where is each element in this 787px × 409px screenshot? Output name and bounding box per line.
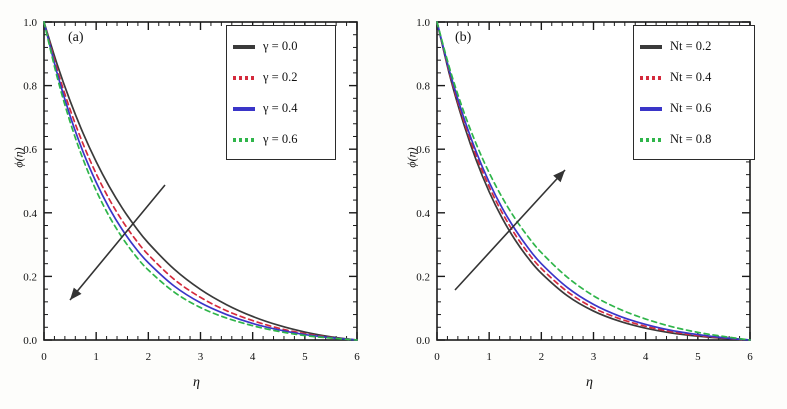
- svg-text:4: 4: [643, 351, 649, 363]
- legend-label: γ = 0.4: [263, 101, 298, 115]
- svg-text:0: 0: [434, 351, 440, 363]
- svg-text:0.6: 0.6: [416, 144, 430, 156]
- legend-label: γ = 0.0: [263, 39, 298, 53]
- svg-text:0.0: 0.0: [23, 335, 37, 347]
- legend-a-row-0: γ = 0.0: [233, 31, 326, 62]
- svg-text:2: 2: [539, 351, 545, 363]
- svg-text:0.6: 0.6: [23, 144, 37, 156]
- legend-a-row-3: γ = 0.6: [233, 124, 326, 155]
- y-axis-label-a: ϕ(η): [11, 147, 26, 168]
- legend-label: Nt = 0.2: [670, 39, 712, 53]
- svg-text:0: 0: [41, 351, 47, 363]
- legend-b-row-0: Nt = 0.2: [640, 31, 745, 62]
- svg-text:1: 1: [93, 351, 99, 363]
- legend-a-row-1: γ = 0.2: [233, 62, 326, 93]
- svg-text:0.2: 0.2: [416, 271, 430, 283]
- svg-text:6: 6: [354, 351, 360, 363]
- panel-b: 0 1 2 3 4 5 6 0.0 0.2 0.4 0.6 0.8 1.0 (b) ϕ(η) η Nt …: [393, 0, 786, 409]
- svg-text:1.0: 1.0: [416, 17, 430, 29]
- legend-label: Nt = 0.8: [670, 132, 712, 146]
- legend-b-row-1: Nt = 0.4: [640, 62, 745, 93]
- svg-text:1.0: 1.0: [23, 17, 37, 29]
- legend-b: Nt = 0.2 Nt = 0.4 Nt = 0.6 Nt = 0.8: [633, 25, 755, 160]
- legend-label: γ = 0.2: [263, 70, 298, 84]
- svg-text:6: 6: [747, 351, 753, 363]
- svg-text:2: 2: [146, 351, 152, 363]
- svg-text:3: 3: [591, 351, 597, 363]
- svg-text:0.8: 0.8: [23, 81, 37, 93]
- legend-b-row-2: Nt = 0.6: [640, 93, 745, 124]
- svg-text:4: 4: [250, 351, 256, 363]
- panel-a: 0 1 2 3 4 5 6 0.0 0.2 0.4 0.6 0.8 1.0 (a) ϕ(η) η γ =…: [0, 0, 393, 409]
- legend-label: γ = 0.6: [263, 132, 298, 146]
- legend-b-row-3: Nt = 0.8: [640, 124, 745, 155]
- legend-a-row-2: γ = 0.4: [233, 93, 326, 124]
- x-axis-label-a: η: [193, 375, 200, 390]
- svg-text:5: 5: [302, 351, 308, 363]
- svg-text:0.8: 0.8: [416, 81, 430, 93]
- panel-a-tag: (a): [68, 30, 84, 45]
- svg-text:0.4: 0.4: [416, 208, 430, 220]
- svg-text:0.2: 0.2: [23, 271, 37, 283]
- svg-text:0.0: 0.0: [416, 335, 430, 347]
- legend-a: γ = 0.0 γ = 0.2 γ = 0.4 γ = 0.6: [226, 25, 336, 160]
- svg-text:1: 1: [486, 351, 492, 363]
- svg-text:0.4: 0.4: [23, 208, 37, 220]
- legend-label: Nt = 0.6: [670, 101, 712, 115]
- x-axis-label-b: η: [586, 375, 593, 390]
- legend-label: Nt = 0.4: [670, 70, 712, 84]
- svg-text:5: 5: [695, 351, 701, 363]
- svg-text:3: 3: [198, 351, 204, 363]
- y-axis-label-b: ϕ(η): [404, 147, 419, 168]
- panel-b-tag: (b): [455, 30, 472, 45]
